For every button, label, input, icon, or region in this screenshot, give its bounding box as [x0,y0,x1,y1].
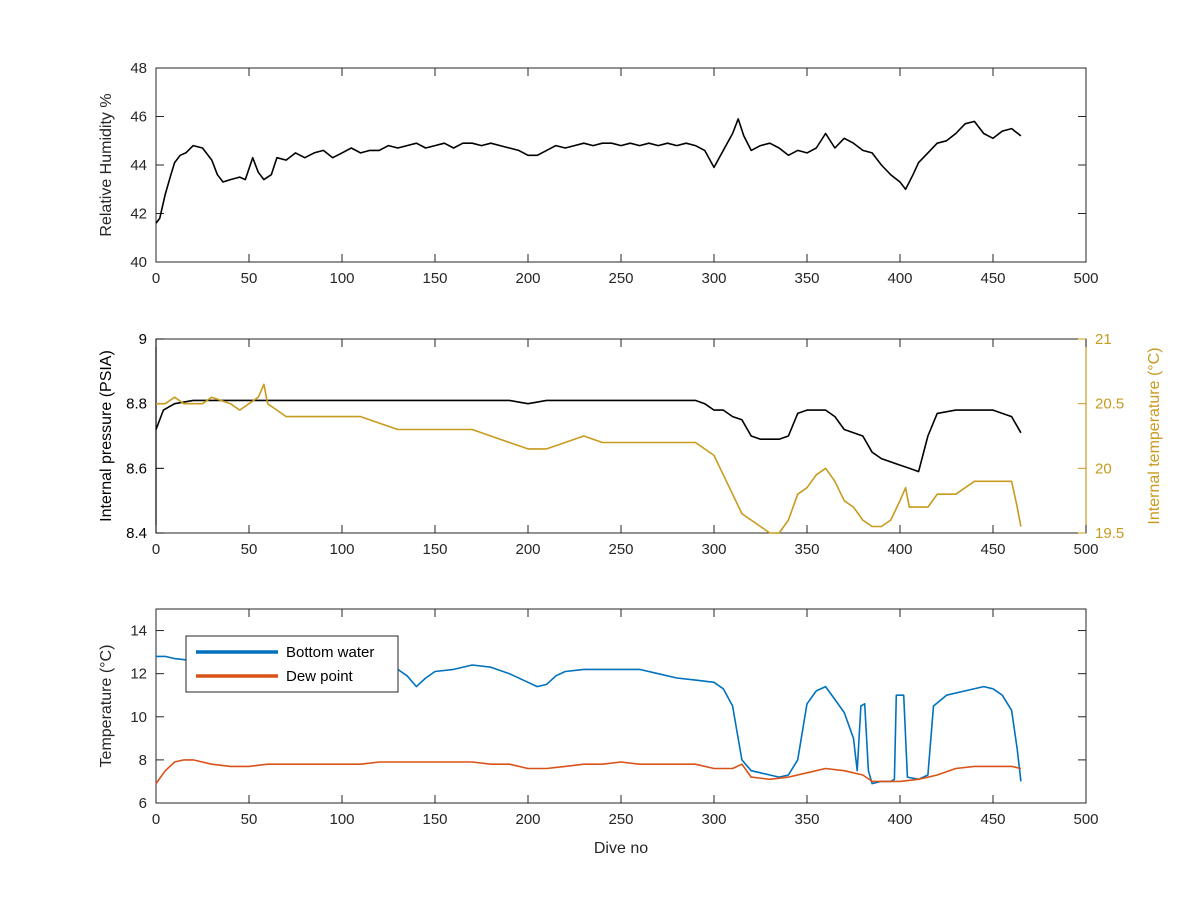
y-tick-label: 42 [130,206,147,223]
x-tick-label: 450 [980,270,1005,287]
y-axis-label: Internal pressure (PSIA) [98,350,115,522]
y2-axis-label: Internal temperature (°C) [1146,347,1163,524]
subplot-3: 0 50 100 150 200 250 300 350 400 450 500 6 8 10 12 14 Te… [98,608,1099,857]
x-tick-label: 50 [241,811,258,828]
legend-box [185,635,399,693]
x-tick-label: 400 [887,811,912,828]
y-tick-label: 8.4 [126,525,147,542]
x-tick-label: 300 [701,541,726,558]
y-tick-label: 8.6 [126,460,147,477]
legend-label: Dew point [286,668,354,685]
y-axis-label: Relative Humidity % [98,93,115,236]
series-line-1 [155,399,1022,473]
x-tick-label: 500 [1073,270,1098,287]
x-tick-label: 150 [422,541,447,558]
y2-tick-label: 20.5 [1095,396,1124,413]
y-tick-label: 46 [130,109,147,126]
x-tick-label: 150 [422,270,447,287]
y-tick-label: 10 [130,709,147,726]
x-tick-label: 450 [980,811,1005,828]
y-tick-label: 8 [139,752,147,769]
subplot-2: 0 50 100 150 200 250 300 350 400 450 500 8.4 8.6 8.8 9… [98,331,1163,558]
x-tick-label: 300 [701,270,726,287]
x-axis-label: Dive no [594,840,648,857]
y-tick-label: 9 [139,331,147,348]
x-tick-label: 300 [701,811,726,828]
x-tick-label: 50 [241,541,258,558]
axes-box [155,67,1087,263]
y-tick-label: 12 [130,666,147,683]
x-tick-label: 250 [608,270,633,287]
legend-label: Bottom water [286,644,374,661]
series-line-1 [155,118,1022,224]
y-tick-label: 40 [130,254,147,271]
y-tick-label: 44 [130,157,147,174]
x-tick-label: 0 [152,811,160,828]
axes-box [155,338,1087,534]
x-tick-label: 400 [887,270,912,287]
y-tick-label: 8.8 [126,396,147,413]
x-tick-label: 200 [515,811,540,828]
x-tick-label: 350 [794,270,819,287]
x-tick-label: 200 [515,541,540,558]
x-tick-label: 100 [329,270,354,287]
x-tick-label: 450 [980,541,1005,558]
x-tick-label: 250 [608,541,633,558]
series-line-2 [156,383,1022,534]
y2-tick-label: 19.5 [1095,525,1124,542]
x-tick-label: 150 [422,811,447,828]
x-tick-label: 200 [515,270,540,287]
y-axis-label: Temperature (°C) [98,645,115,768]
y-tick-label: 14 [130,623,147,640]
x-tick-label: 0 [152,541,160,558]
x-tick-label: 400 [887,541,912,558]
y-tick-label: 48 [130,60,147,77]
y2-tick-label: 20 [1095,460,1112,477]
legend: Bottom water Dew point [185,635,399,693]
x-tick-label: 100 [329,541,354,558]
series-line-dew-point [155,759,1022,785]
x-tick-label: 250 [608,811,633,828]
x-tick-label: 50 [241,270,258,287]
x-tick-label: 350 [794,811,819,828]
subplot-1: 0 50 100 150 200 250 300 350 400 450 500 40 42 44 46 48… [98,60,1099,287]
y-tick-label: 6 [139,795,147,812]
y2-tick-label: 21 [1095,331,1112,348]
x-tick-label: 350 [794,541,819,558]
x-tick-label: 100 [329,811,354,828]
x-tick-label: 0 [152,270,160,287]
x-tick-label: 500 [1073,811,1098,828]
x-tick-label: 500 [1073,541,1098,558]
